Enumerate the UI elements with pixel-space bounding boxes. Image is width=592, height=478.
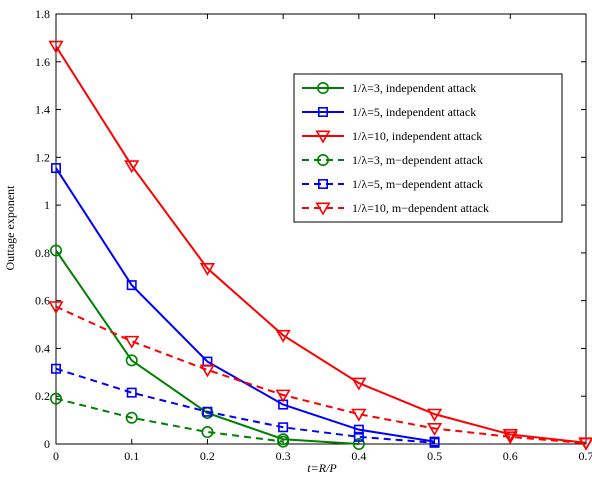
data-point — [124, 335, 140, 349]
data-point — [277, 435, 290, 448]
data-point — [275, 389, 291, 403]
data-point — [126, 387, 137, 398]
data-point — [353, 424, 364, 435]
y-tick-label: 1.4 — [35, 103, 50, 117]
data-point — [126, 280, 137, 291]
data-point — [351, 377, 367, 391]
y-tick-label: 0.2 — [35, 389, 50, 403]
legend-label: 1/λ=3, independent attack — [352, 81, 476, 95]
series-6 — [48, 301, 592, 451]
series-layer — [48, 40, 592, 451]
series-4 — [49, 392, 290, 448]
data-point — [202, 406, 213, 417]
legend-label: 1/λ=10, independent attack — [352, 129, 482, 143]
x-tick-label: 0.7 — [579, 449, 592, 463]
legend-item: 1/λ=3, m−dependent attack — [302, 153, 483, 167]
data-point — [199, 262, 216, 276]
data-point — [50, 363, 61, 374]
y-tick-label: 1 — [44, 198, 50, 212]
series-5 — [50, 363, 440, 448]
y-tick-label: 1.8 — [35, 7, 50, 21]
data-point — [275, 329, 291, 343]
data-point — [125, 354, 138, 367]
x-tick-label: 0 — [53, 449, 59, 463]
series-1 — [49, 244, 365, 450]
x-axis-label: t=R/P — [307, 461, 337, 475]
data-point — [125, 411, 138, 424]
data-point — [426, 423, 443, 436]
data-point — [50, 163, 61, 174]
data-point — [502, 431, 518, 445]
data-point — [578, 437, 592, 451]
data-point — [426, 408, 443, 422]
y-tick-label: 0 — [44, 437, 50, 451]
data-point — [124, 160, 140, 174]
series-line — [55, 45, 587, 444]
y-axis-label: Outtage exponent — [3, 185, 17, 271]
y-tick-label: 0.6 — [35, 294, 50, 308]
data-point — [201, 426, 214, 439]
data-point — [315, 130, 331, 144]
y-tick-label: 0.8 — [35, 246, 50, 260]
axis-ticks: 0 0.1 0.2 0.3 0.4 0.5 0.6 0.7 0 0.2 0.4 0.6 0.8 1 1.2 1… — [35, 7, 592, 463]
y-tick-label: 0.4 — [35, 341, 50, 355]
data-point — [317, 107, 328, 118]
data-point — [315, 202, 331, 216]
data-point — [49, 392, 62, 405]
data-point — [316, 154, 329, 167]
x-tick-label: 0.6 — [503, 449, 518, 463]
data-point — [353, 431, 364, 442]
data-point — [48, 40, 64, 54]
legend-item: 1/λ=10, independent attack — [302, 129, 482, 144]
series-line — [55, 249, 359, 445]
series-line — [55, 367, 435, 444]
legend-item: 1/λ=10, m−dependent attack — [302, 201, 489, 216]
y-tick-label: 1.2 — [35, 150, 50, 164]
x-tick-label: 0.4 — [351, 449, 366, 463]
x-tick-label: 0.5 — [427, 449, 442, 463]
series-line — [55, 305, 587, 445]
x-tick-label: 0.2 — [200, 449, 215, 463]
data-point — [502, 428, 518, 442]
data-point — [278, 422, 289, 433]
legend-label: 1/λ=5, m−dependent attack — [352, 177, 483, 191]
data-point — [317, 179, 328, 190]
legend-item: 1/λ=3, independent attack — [302, 81, 476, 95]
x-tick-label: 0.3 — [276, 449, 291, 463]
legend-item: 1/λ=5, independent attack — [302, 105, 476, 119]
series-line — [55, 397, 284, 443]
y-tick-label: 1.6 — [35, 55, 50, 69]
legend-box — [293, 73, 563, 223]
x-tick-label: 0.1 — [124, 449, 139, 463]
data-point — [316, 82, 329, 95]
data-point — [429, 437, 440, 448]
legend-label: 1/λ=5, independent attack — [352, 105, 476, 119]
data-point — [49, 244, 62, 257]
data-point — [48, 301, 64, 315]
data-point — [199, 364, 216, 378]
data-point — [351, 408, 367, 422]
legend: 1/λ=3, independent attack 1/λ=5, independ… — [293, 73, 563, 223]
legend-label: 1/λ=10, m−dependent attack — [352, 201, 489, 215]
data-point — [352, 437, 365, 450]
legend-item: 1/λ=5, m−dependent attack — [302, 177, 483, 191]
legend-label: 1/λ=3, m−dependent attack — [352, 153, 483, 167]
